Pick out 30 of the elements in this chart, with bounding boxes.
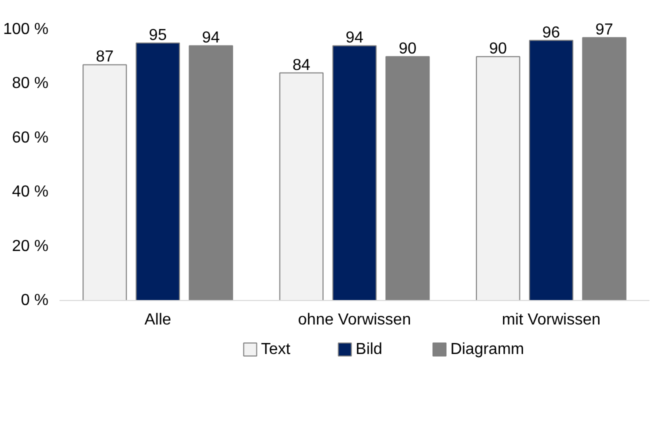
- bar: [529, 40, 574, 300]
- data-label: 90: [489, 40, 508, 58]
- data-label: 95: [148, 27, 167, 44]
- bar: [385, 56, 430, 300]
- legend-label: Text: [260, 341, 291, 358]
- y-tick-label: 0 %: [20, 292, 49, 309]
- data-label: 96: [542, 24, 560, 42]
- x-tick-label: ohne Vorwissen: [298, 312, 411, 328]
- y-tick-label: 80 %: [12, 75, 48, 92]
- data-label: 87: [96, 48, 114, 66]
- data-label: 94: [202, 30, 220, 47]
- bar: [332, 45, 377, 300]
- bar: [476, 56, 520, 300]
- bar: [279, 72, 324, 300]
- bar: [82, 64, 127, 300]
- x-tick-label: mit Vorwissen: [502, 312, 601, 328]
- data-label: 90: [398, 40, 417, 58]
- x-tick-label: Alle: [144, 312, 172, 328]
- y-tick-label: 100 %: [3, 20, 49, 38]
- data-label: 97: [595, 22, 614, 39]
- bar: [188, 45, 234, 300]
- legend-label: Diagramm: [450, 341, 524, 358]
- bar: [136, 42, 180, 300]
- bar: [582, 37, 626, 300]
- data-label: 84: [292, 56, 310, 74]
- data-label: 94: [346, 30, 364, 47]
- y-tick-label: 60 %: [12, 129, 48, 146]
- y-tick-label: 20 %: [12, 238, 48, 255]
- y-tick-label: 40 %: [12, 184, 48, 201]
- legend-label: Bild: [356, 341, 382, 358]
